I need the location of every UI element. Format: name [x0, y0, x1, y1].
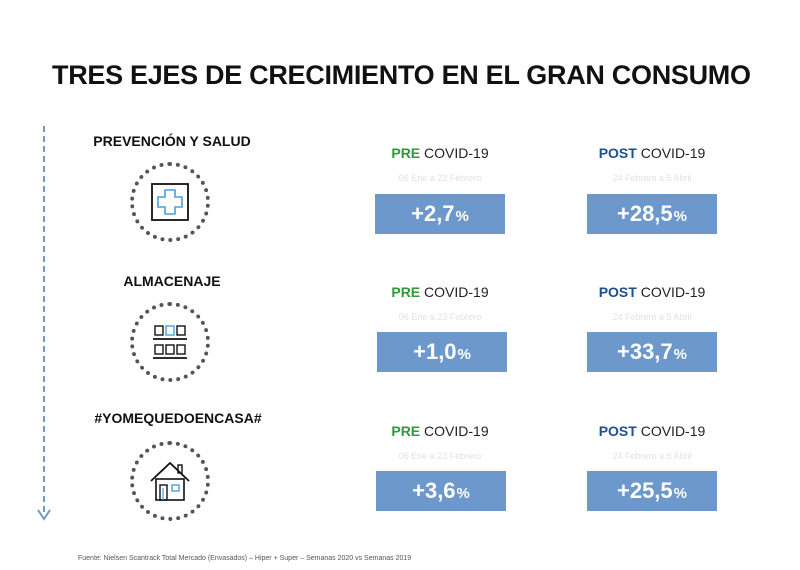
pre-unit: % — [457, 346, 471, 363]
post-value-box: +28,5% — [587, 194, 717, 234]
pre-covid-title: PRE COVID-19 — [391, 284, 489, 300]
medical-cross-icon — [151, 183, 189, 221]
pre-value-box: +3,6% — [376, 471, 506, 511]
post-covid-title: POST COVID-19 — [598, 423, 706, 439]
pre-date-range: 06 Ene a 23 Febrero — [398, 312, 482, 322]
axis-icon-circle — [130, 441, 210, 521]
axis-label-almacenaje: ALMACENAJE — [123, 273, 221, 289]
post-covid-title: POST COVID-19 — [598, 145, 706, 161]
post-date-range: 24 Febrero a 5 Abril — [612, 173, 692, 183]
source-note: Fuente: Nielsen Scantrack Total Mercado … — [78, 555, 412, 562]
pre-date-range: 06 Ene a 23 Febrero — [398, 173, 482, 183]
pre-covid-title: PRE COVID-19 — [391, 145, 489, 161]
post-value: +28,5 — [616, 201, 673, 226]
pre-unit: % — [455, 208, 469, 225]
axis-icon-circle — [130, 162, 210, 242]
arrow-down-icon — [37, 509, 51, 521]
timeline-arrow — [43, 126, 45, 512]
post-unit: % — [673, 346, 687, 363]
pre-value: +3,6 — [412, 478, 456, 503]
pre-covid-title: PRE COVID-19 — [391, 423, 489, 439]
post-value-box: +33,7% — [587, 332, 717, 372]
pre-value: +1,0 — [413, 339, 457, 364]
pre-value-box: +1,0% — [377, 332, 507, 372]
pre-value: +2,7 — [411, 201, 455, 226]
post-value: +33,7 — [616, 339, 673, 364]
house-icon — [150, 461, 190, 501]
post-date-range: 24 Febrero a 5 Abril — [612, 451, 692, 461]
pre-date-range: 06 Ene a 23 Febrero — [398, 451, 482, 461]
post-unit: % — [673, 485, 687, 502]
post-value-box: +25,5% — [587, 471, 717, 511]
post-date-range: 24 Febrero a 5 Abril — [612, 312, 692, 322]
storage-shelves-icon — [153, 325, 187, 359]
axis-icon-circle — [130, 302, 210, 382]
pre-value-box: +2,7% — [375, 194, 505, 234]
axis-label-prevencion: PREVENCIÓN Y SALUD — [93, 133, 251, 149]
post-covid-title: POST COVID-19 — [598, 284, 706, 300]
axis-label-yomequedoencasa: #YOMEQUEDOENCASA# — [94, 410, 262, 426]
post-unit: % — [673, 208, 687, 225]
post-value: +25,5 — [616, 478, 673, 503]
pre-unit: % — [456, 485, 470, 502]
page-title: TRES EJES DE CRECIMIENTO EN EL GRAN CONS… — [52, 60, 751, 90]
